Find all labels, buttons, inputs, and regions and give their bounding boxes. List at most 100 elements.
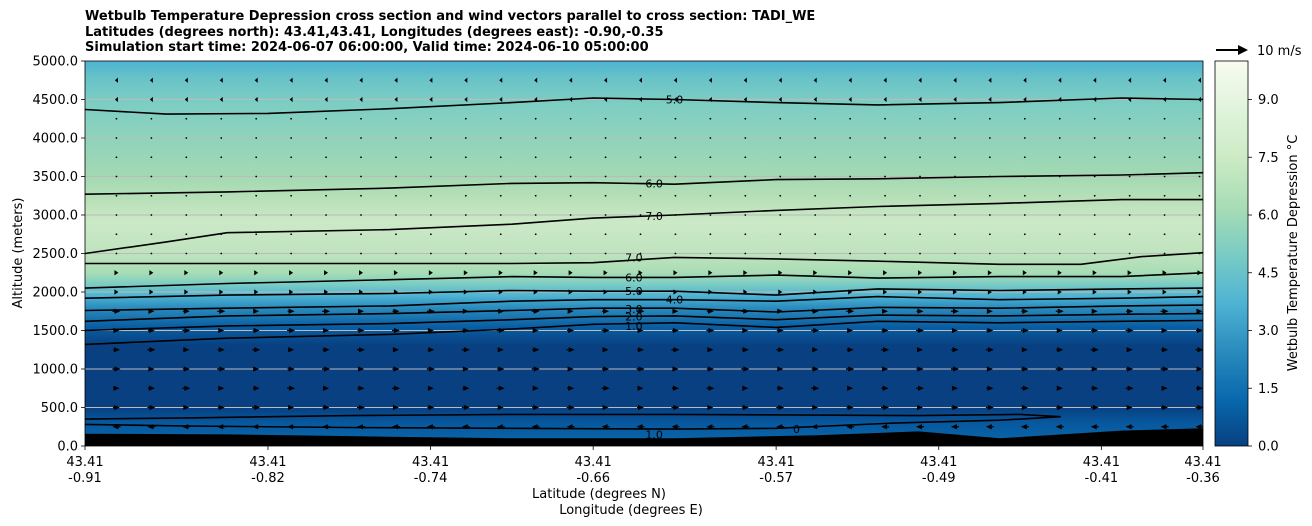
wind-dot	[395, 156, 397, 159]
contour-line	[85, 97, 1203, 115]
wind-dot	[569, 194, 572, 197]
wind-arrowhead	[1197, 404, 1203, 411]
wind-dot	[674, 175, 677, 178]
wind-arrowhead	[603, 385, 610, 391]
wind-dot	[360, 156, 362, 159]
wind-arrowhead	[603, 327, 610, 334]
wind-arrowhead	[672, 308, 679, 314]
wind-arrowhead	[1092, 347, 1099, 353]
wind-dot	[395, 175, 397, 178]
wind-arrowhead	[1055, 424, 1062, 430]
contour-label: 6.0	[645, 177, 663, 190]
wind-dot	[1128, 233, 1131, 236]
wind-arrowhead	[114, 77, 118, 83]
contour-label: 4.0	[666, 294, 684, 307]
wind-arrowhead	[149, 77, 153, 83]
wind-dot	[1023, 117, 1026, 120]
wind-dot	[709, 175, 712, 178]
wind-dot	[744, 175, 747, 178]
quiver-key-arrowhead	[1238, 45, 1248, 55]
y-tick-label: 3500.0	[33, 170, 79, 185]
wind-arrowhead	[1091, 366, 1098, 372]
wind-dot	[499, 194, 502, 197]
wind-arrowhead	[532, 385, 539, 391]
wind-dot	[325, 252, 327, 255]
wind-arrowhead	[883, 77, 887, 83]
wind-dot	[919, 252, 921, 255]
colorbar-tick-label: 9.0	[1258, 93, 1279, 108]
wind-arrowhead	[883, 270, 888, 276]
wind-arrowhead	[149, 347, 156, 353]
wind-arrowhead	[1126, 347, 1133, 353]
wind-arrowhead	[638, 308, 645, 314]
wind-arrowhead	[428, 347, 435, 353]
wind-arrowhead	[149, 96, 153, 103]
plot-area	[85, 61, 1203, 446]
wind-dot	[499, 175, 502, 178]
wind-dot	[779, 156, 782, 159]
contour-line	[85, 413, 1061, 430]
wind-dot	[849, 194, 852, 197]
wind-dot	[674, 252, 677, 255]
wind-dot	[115, 117, 118, 120]
wind-arrowhead	[428, 366, 435, 372]
colorbar-tick-label: 6.0	[1258, 209, 1279, 224]
wind-arrowhead	[881, 424, 888, 430]
wind-arrowhead	[359, 96, 363, 103]
wind-arrowhead	[498, 366, 505, 372]
wind-dot	[115, 252, 118, 255]
wind-arrowhead	[288, 308, 295, 314]
wind-arrowhead	[1163, 77, 1167, 83]
wind-arrowhead	[1195, 424, 1202, 430]
wind-arrowhead	[184, 385, 191, 391]
wind-arrowhead	[813, 77, 817, 83]
title-line-1: Wetbulb Temperature Depression cross sec…	[85, 9, 816, 24]
wind-arrowhead	[950, 424, 957, 430]
wind-arrowhead	[533, 404, 540, 411]
x-tick-label-lon: -0.49	[922, 471, 956, 486]
wind-arrowhead	[1162, 404, 1169, 411]
wind-arrowhead	[1057, 347, 1064, 353]
y-tick-label: 2500.0	[33, 247, 79, 262]
x-axis: 43.41-0.9143.41-0.8243.41-0.7443.41-0.66…	[66, 446, 1222, 486]
wind-arrowhead	[778, 270, 783, 276]
wind-arrowhead	[813, 385, 820, 391]
wind-dot	[779, 233, 782, 236]
wind-dot	[954, 233, 956, 236]
wind-arrowhead	[812, 404, 819, 411]
wind-dot	[569, 233, 572, 236]
wind-dot	[674, 156, 677, 159]
wind-arrowhead	[848, 270, 853, 276]
wind-dot	[395, 252, 397, 255]
wind-arrowhead	[952, 347, 959, 353]
wind-arrowhead	[742, 327, 749, 334]
y-tick-label: 1000.0	[33, 363, 79, 378]
wind-arrowhead	[778, 77, 782, 83]
wind-arrowhead	[1197, 289, 1202, 295]
wind-arrowhead	[1090, 424, 1097, 430]
contour-line	[85, 319, 1203, 346]
wind-dot	[1198, 117, 1201, 120]
wind-arrowhead	[1161, 327, 1168, 334]
x-tick-label-lat: 43.41	[1083, 455, 1120, 470]
wind-arrowhead	[1162, 289, 1167, 295]
wind-arrowhead	[638, 366, 645, 372]
wind-arrowhead	[253, 366, 260, 372]
wind-arrowhead	[743, 366, 750, 372]
wind-dot	[988, 214, 991, 216]
wind-arrowhead	[673, 270, 678, 276]
wind-arrowhead	[778, 404, 785, 411]
wind-arrowhead	[358, 308, 365, 314]
wind-arrowhead	[707, 366, 714, 372]
wind-arrowhead	[987, 327, 994, 334]
wind-dot	[429, 117, 432, 120]
wind-dot	[429, 156, 432, 159]
wind-arrowhead	[324, 270, 329, 276]
wind-dot	[1128, 117, 1131, 120]
wind-dot	[884, 194, 886, 197]
wind-arrowhead	[569, 77, 573, 83]
title-line-2: Latitudes (degrees north): 43.41,43.41, …	[85, 24, 664, 40]
wind-arrowhead	[918, 77, 922, 83]
wind-arrowhead	[951, 327, 958, 334]
wind-arrowhead	[499, 96, 503, 103]
